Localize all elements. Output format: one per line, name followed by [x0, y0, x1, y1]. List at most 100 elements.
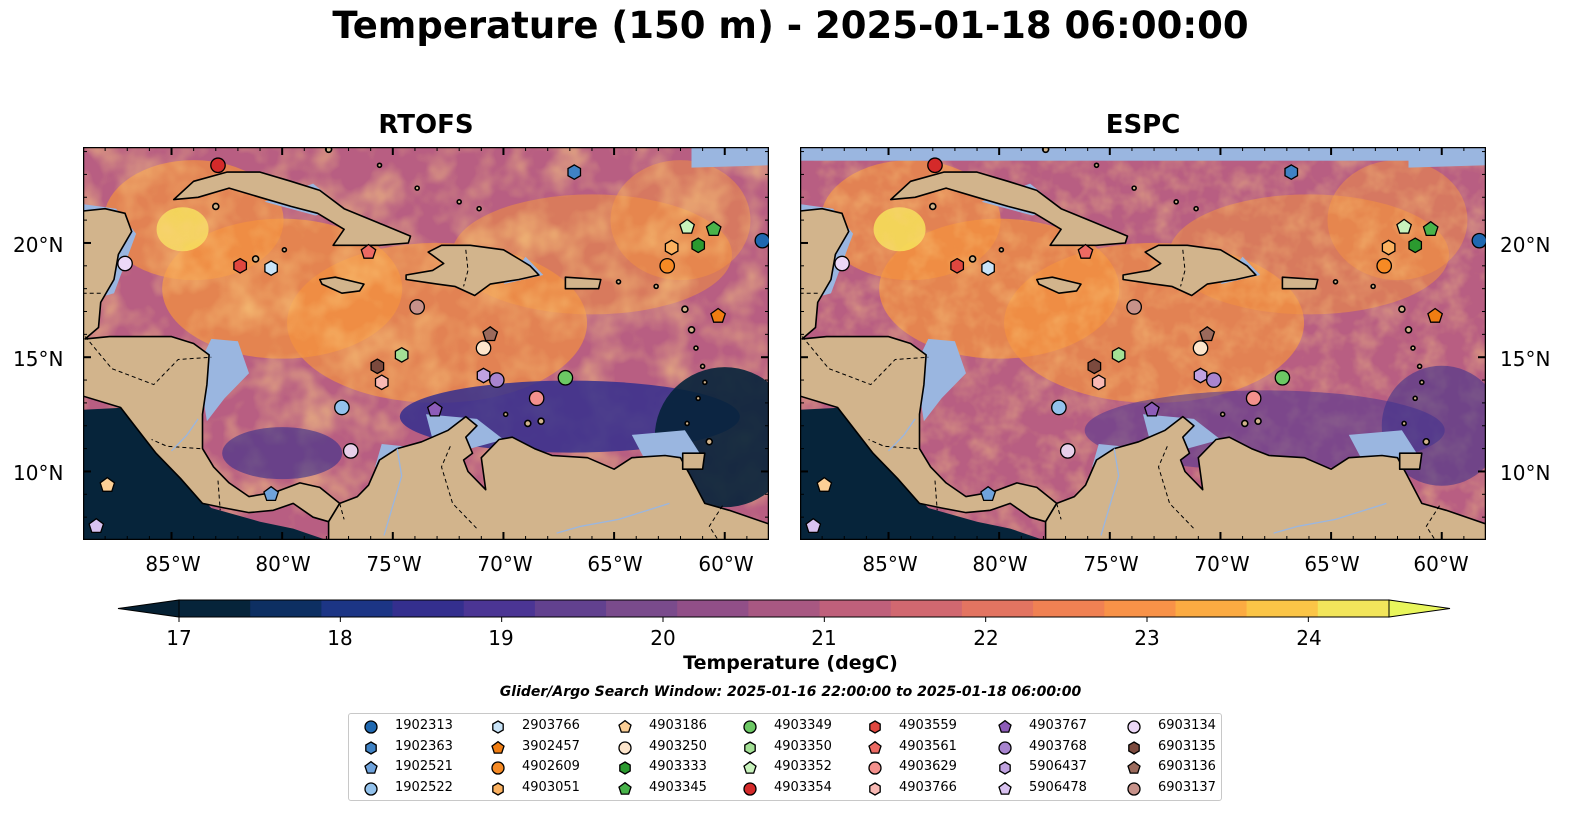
- legend-marker-shape: [365, 740, 377, 755]
- legend-marker-shape: [868, 740, 882, 754]
- colorbar-bin: [250, 600, 322, 617]
- colorbar-bin: [1033, 600, 1105, 617]
- legend-label: 4903768: [1029, 738, 1087, 754]
- legend-label: 6903137: [1158, 779, 1216, 795]
- float-marker-4903767: [426, 401, 443, 417]
- lon-label-70w-left: 70°W: [477, 552, 533, 576]
- legend-marker-shape: [492, 781, 504, 796]
- legend-marker-shape: [491, 761, 505, 775]
- legend-marker-shape: [1127, 781, 1141, 796]
- float-marker-4903352: [1396, 218, 1413, 234]
- figure-title: Temperature (150 m) - 2025-01-18 06:00:0…: [332, 4, 1249, 47]
- lon-label-85w-right: 85°W: [862, 552, 918, 576]
- legend-marker-shape: [492, 720, 504, 734]
- float-marker-4903629: [528, 390, 545, 407]
- legend-label: 4903629: [899, 759, 957, 774]
- rivers: [888, 418, 1387, 536]
- float-marker-1902521: [980, 485, 997, 502]
- legend-label: 5906437: [1029, 759, 1087, 774]
- jamaica: [319, 276, 365, 294]
- legend-marker-pentagon: [618, 719, 632, 733]
- float-marker-6903137: [1126, 299, 1142, 315]
- legend-marker-shape: [364, 720, 378, 734]
- colorbar-frame: [178, 599, 1390, 618]
- float-marker-4903345: [705, 220, 722, 237]
- colorbar-bin: [819, 600, 892, 617]
- lon-label-85w-left: 85°W: [145, 552, 201, 576]
- colorbar-bin: [890, 600, 963, 617]
- legend-label: 4903186: [649, 718, 707, 733]
- float-marker-4903250: [1192, 340, 1209, 356]
- float-marker-4903350: [1111, 346, 1126, 363]
- float-marker-6903138: [1059, 443, 1076, 459]
- legend-marker-shape: [618, 781, 632, 795]
- legend-marker-shape: [744, 740, 756, 755]
- espc-north-no-data: [800, 147, 1486, 161]
- colorbar-bin: [677, 600, 749, 617]
- trinidad: [681, 452, 706, 471]
- float-marker-4903333: [691, 237, 706, 254]
- legend-marker-circle: [1127, 781, 1141, 796]
- float-marker-4903349: [557, 369, 574, 386]
- lon-label-80w-left: 80°W: [255, 552, 311, 576]
- pacific-ocean: [800, 407, 1044, 540]
- legend-label: 4902609: [522, 759, 580, 774]
- legend-marker-shape: [1127, 760, 1141, 774]
- colorbar-under-arrow: [117, 599, 180, 618]
- legend-marker-shape: [364, 781, 378, 796]
- float-marker-3902457: [710, 307, 727, 323]
- legend-marker-pentagon: [743, 760, 757, 774]
- lon-label-60w-right: 60°W: [1413, 552, 1469, 576]
- float-marker-4903349: [1274, 369, 1291, 386]
- colorbar-bin: [748, 600, 821, 617]
- legend-marker-shape: [868, 761, 882, 775]
- float-marker-6903135: [370, 358, 385, 375]
- float-marker-1902522: [1051, 399, 1067, 416]
- float-marker-4902609: [659, 257, 676, 274]
- colorbar-over-arrow: [1388, 599, 1451, 618]
- float-marker-1902313: [1471, 232, 1486, 249]
- float-marker-4903352: [679, 218, 696, 234]
- cuba: [172, 171, 412, 247]
- legend-label: 1902313: [395, 718, 453, 733]
- puerto-rico: [564, 276, 602, 290]
- colorbar-tick-23: 23: [1134, 626, 1160, 650]
- legend-marker-hexagon: [619, 761, 631, 775]
- float-marker-6903136: [1199, 325, 1216, 342]
- colorbar-bin: [1317, 600, 1390, 617]
- legend-marker-shape: [869, 781, 881, 796]
- legend-marker-circle: [364, 720, 378, 734]
- colorbar-bin: [392, 600, 465, 617]
- legend-marker-shape: [364, 760, 378, 774]
- colorbar-bin: [1246, 600, 1319, 617]
- legend-marker-shape: [999, 761, 1011, 775]
- float-marker-4903051: [1381, 239, 1396, 256]
- float-marker-4903766: [1091, 374, 1106, 391]
- legend-marker-pentagon: [1127, 760, 1141, 774]
- float-marker-6903134: [834, 255, 850, 272]
- float-marker-6903138: [342, 443, 359, 459]
- colorbar-bin: [606, 600, 678, 617]
- legend-marker-hexagon: [999, 761, 1011, 775]
- float-marker-2903766: [981, 260, 995, 277]
- legend-marker-pentagon: [364, 760, 378, 774]
- legend-marker-hexagon: [869, 720, 881, 734]
- legend-label: 4903352: [774, 759, 832, 774]
- panel-title-espc: ESPC: [1105, 110, 1181, 140]
- map-panel-rtofs: [83, 147, 769, 540]
- legend-marker-hexagon: [744, 740, 756, 755]
- central-america: [800, 207, 1058, 523]
- legend-marker-pentagon: [998, 719, 1012, 733]
- lat-label-15n-right: 15°N: [1500, 347, 1551, 371]
- hispaniola: [1122, 244, 1257, 297]
- legend-marker-circle: [743, 781, 757, 796]
- legend-marker-shape: [743, 781, 757, 796]
- central-america: [83, 207, 341, 523]
- legend-marker-hexagon: [1128, 740, 1140, 755]
- float-marker-4903333: [1408, 237, 1423, 254]
- legend-marker-shape: [998, 719, 1012, 733]
- colorbar-tick-20: 20: [650, 626, 676, 650]
- float-marker-4903051: [664, 239, 679, 256]
- legend-marker-pentagon: [618, 781, 632, 795]
- legend-label: 1902522: [395, 779, 453, 795]
